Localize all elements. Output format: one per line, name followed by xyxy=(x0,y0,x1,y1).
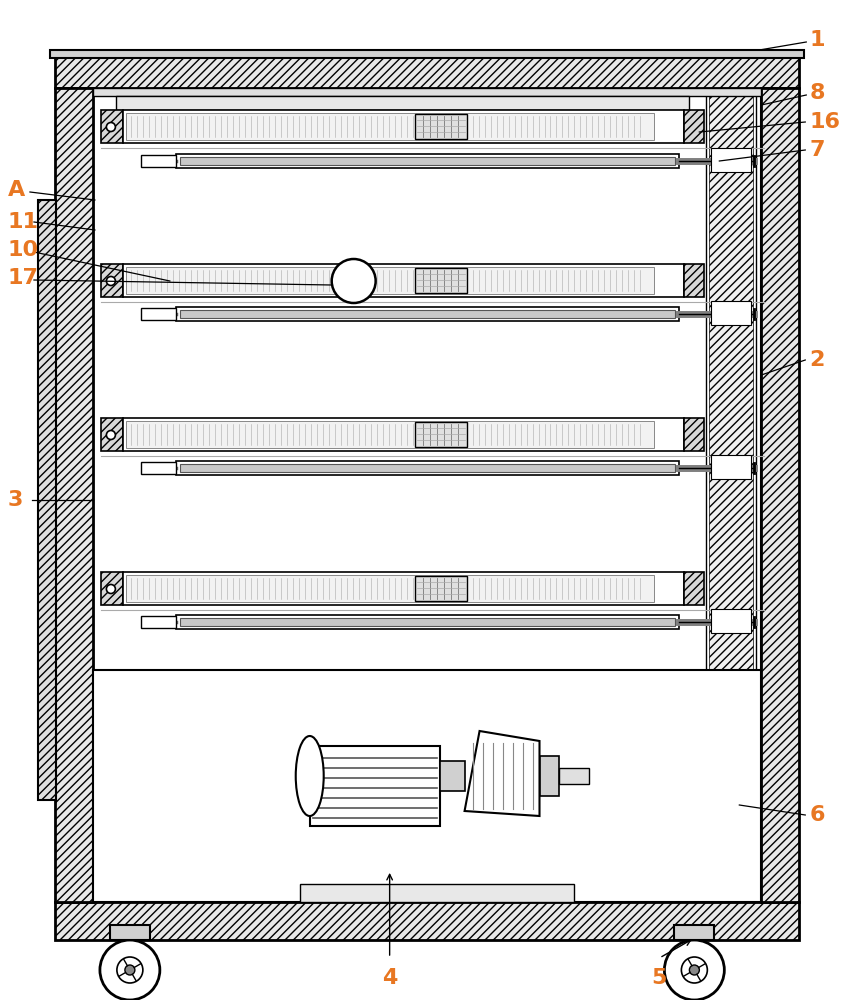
Bar xyxy=(93,88,762,902)
Bar xyxy=(126,113,655,140)
Bar xyxy=(180,618,676,626)
Bar xyxy=(55,50,799,88)
Bar xyxy=(55,88,93,902)
Bar xyxy=(55,902,799,940)
Bar xyxy=(440,761,464,791)
Text: 6: 6 xyxy=(809,805,824,825)
Bar xyxy=(110,925,150,940)
Text: 4: 4 xyxy=(382,968,397,988)
Bar xyxy=(101,264,123,297)
Bar xyxy=(684,264,705,297)
Bar xyxy=(711,455,751,479)
Bar xyxy=(710,91,753,899)
Bar xyxy=(123,264,684,297)
Bar xyxy=(684,110,705,143)
Bar xyxy=(101,110,123,143)
Circle shape xyxy=(106,430,115,440)
Bar xyxy=(706,88,756,902)
Bar xyxy=(141,616,176,628)
Text: 17: 17 xyxy=(8,268,39,288)
Bar xyxy=(126,421,655,448)
Bar xyxy=(93,88,762,96)
Bar xyxy=(414,422,467,447)
Bar xyxy=(674,925,714,940)
Bar xyxy=(539,756,559,796)
Circle shape xyxy=(682,957,707,983)
Circle shape xyxy=(665,940,724,1000)
Text: 5: 5 xyxy=(652,968,667,988)
Text: 7: 7 xyxy=(809,140,824,160)
Circle shape xyxy=(100,940,160,1000)
Bar xyxy=(176,615,679,629)
Bar xyxy=(180,464,676,472)
Circle shape xyxy=(125,965,135,975)
Text: 10: 10 xyxy=(8,240,39,260)
Circle shape xyxy=(117,957,143,983)
Bar xyxy=(559,768,589,784)
Bar xyxy=(141,462,176,474)
Text: 2: 2 xyxy=(809,350,824,370)
Bar xyxy=(123,110,684,143)
Bar xyxy=(711,148,751,172)
Bar xyxy=(38,200,56,800)
Bar xyxy=(414,268,467,293)
Circle shape xyxy=(332,259,375,303)
Circle shape xyxy=(106,276,115,286)
Bar xyxy=(93,670,762,902)
Bar xyxy=(711,301,751,325)
Bar xyxy=(126,575,655,602)
Bar xyxy=(762,88,799,902)
Bar xyxy=(180,157,676,165)
Bar xyxy=(684,418,705,451)
Bar xyxy=(123,572,684,605)
Bar xyxy=(123,418,684,451)
Bar xyxy=(300,884,575,902)
Text: 8: 8 xyxy=(809,83,824,103)
Text: A: A xyxy=(8,180,25,200)
Bar xyxy=(101,572,123,605)
Bar xyxy=(176,307,679,321)
Bar xyxy=(176,461,679,475)
Bar xyxy=(414,576,467,601)
Text: 1: 1 xyxy=(809,30,824,50)
Bar xyxy=(414,114,467,139)
Bar xyxy=(101,418,123,451)
Bar xyxy=(176,154,679,168)
Polygon shape xyxy=(464,731,539,816)
Circle shape xyxy=(106,584,115,593)
Bar xyxy=(141,155,176,167)
Bar xyxy=(180,310,676,318)
Bar xyxy=(684,572,705,605)
Bar xyxy=(711,609,751,633)
Bar xyxy=(126,267,655,294)
Circle shape xyxy=(689,965,700,975)
Bar xyxy=(50,50,804,58)
Bar xyxy=(141,308,176,320)
Text: 3: 3 xyxy=(8,490,24,510)
Ellipse shape xyxy=(295,736,323,816)
Bar xyxy=(310,746,440,826)
Circle shape xyxy=(106,122,115,131)
Bar xyxy=(116,96,689,110)
Text: 11: 11 xyxy=(8,212,39,232)
Text: 16: 16 xyxy=(809,112,841,132)
